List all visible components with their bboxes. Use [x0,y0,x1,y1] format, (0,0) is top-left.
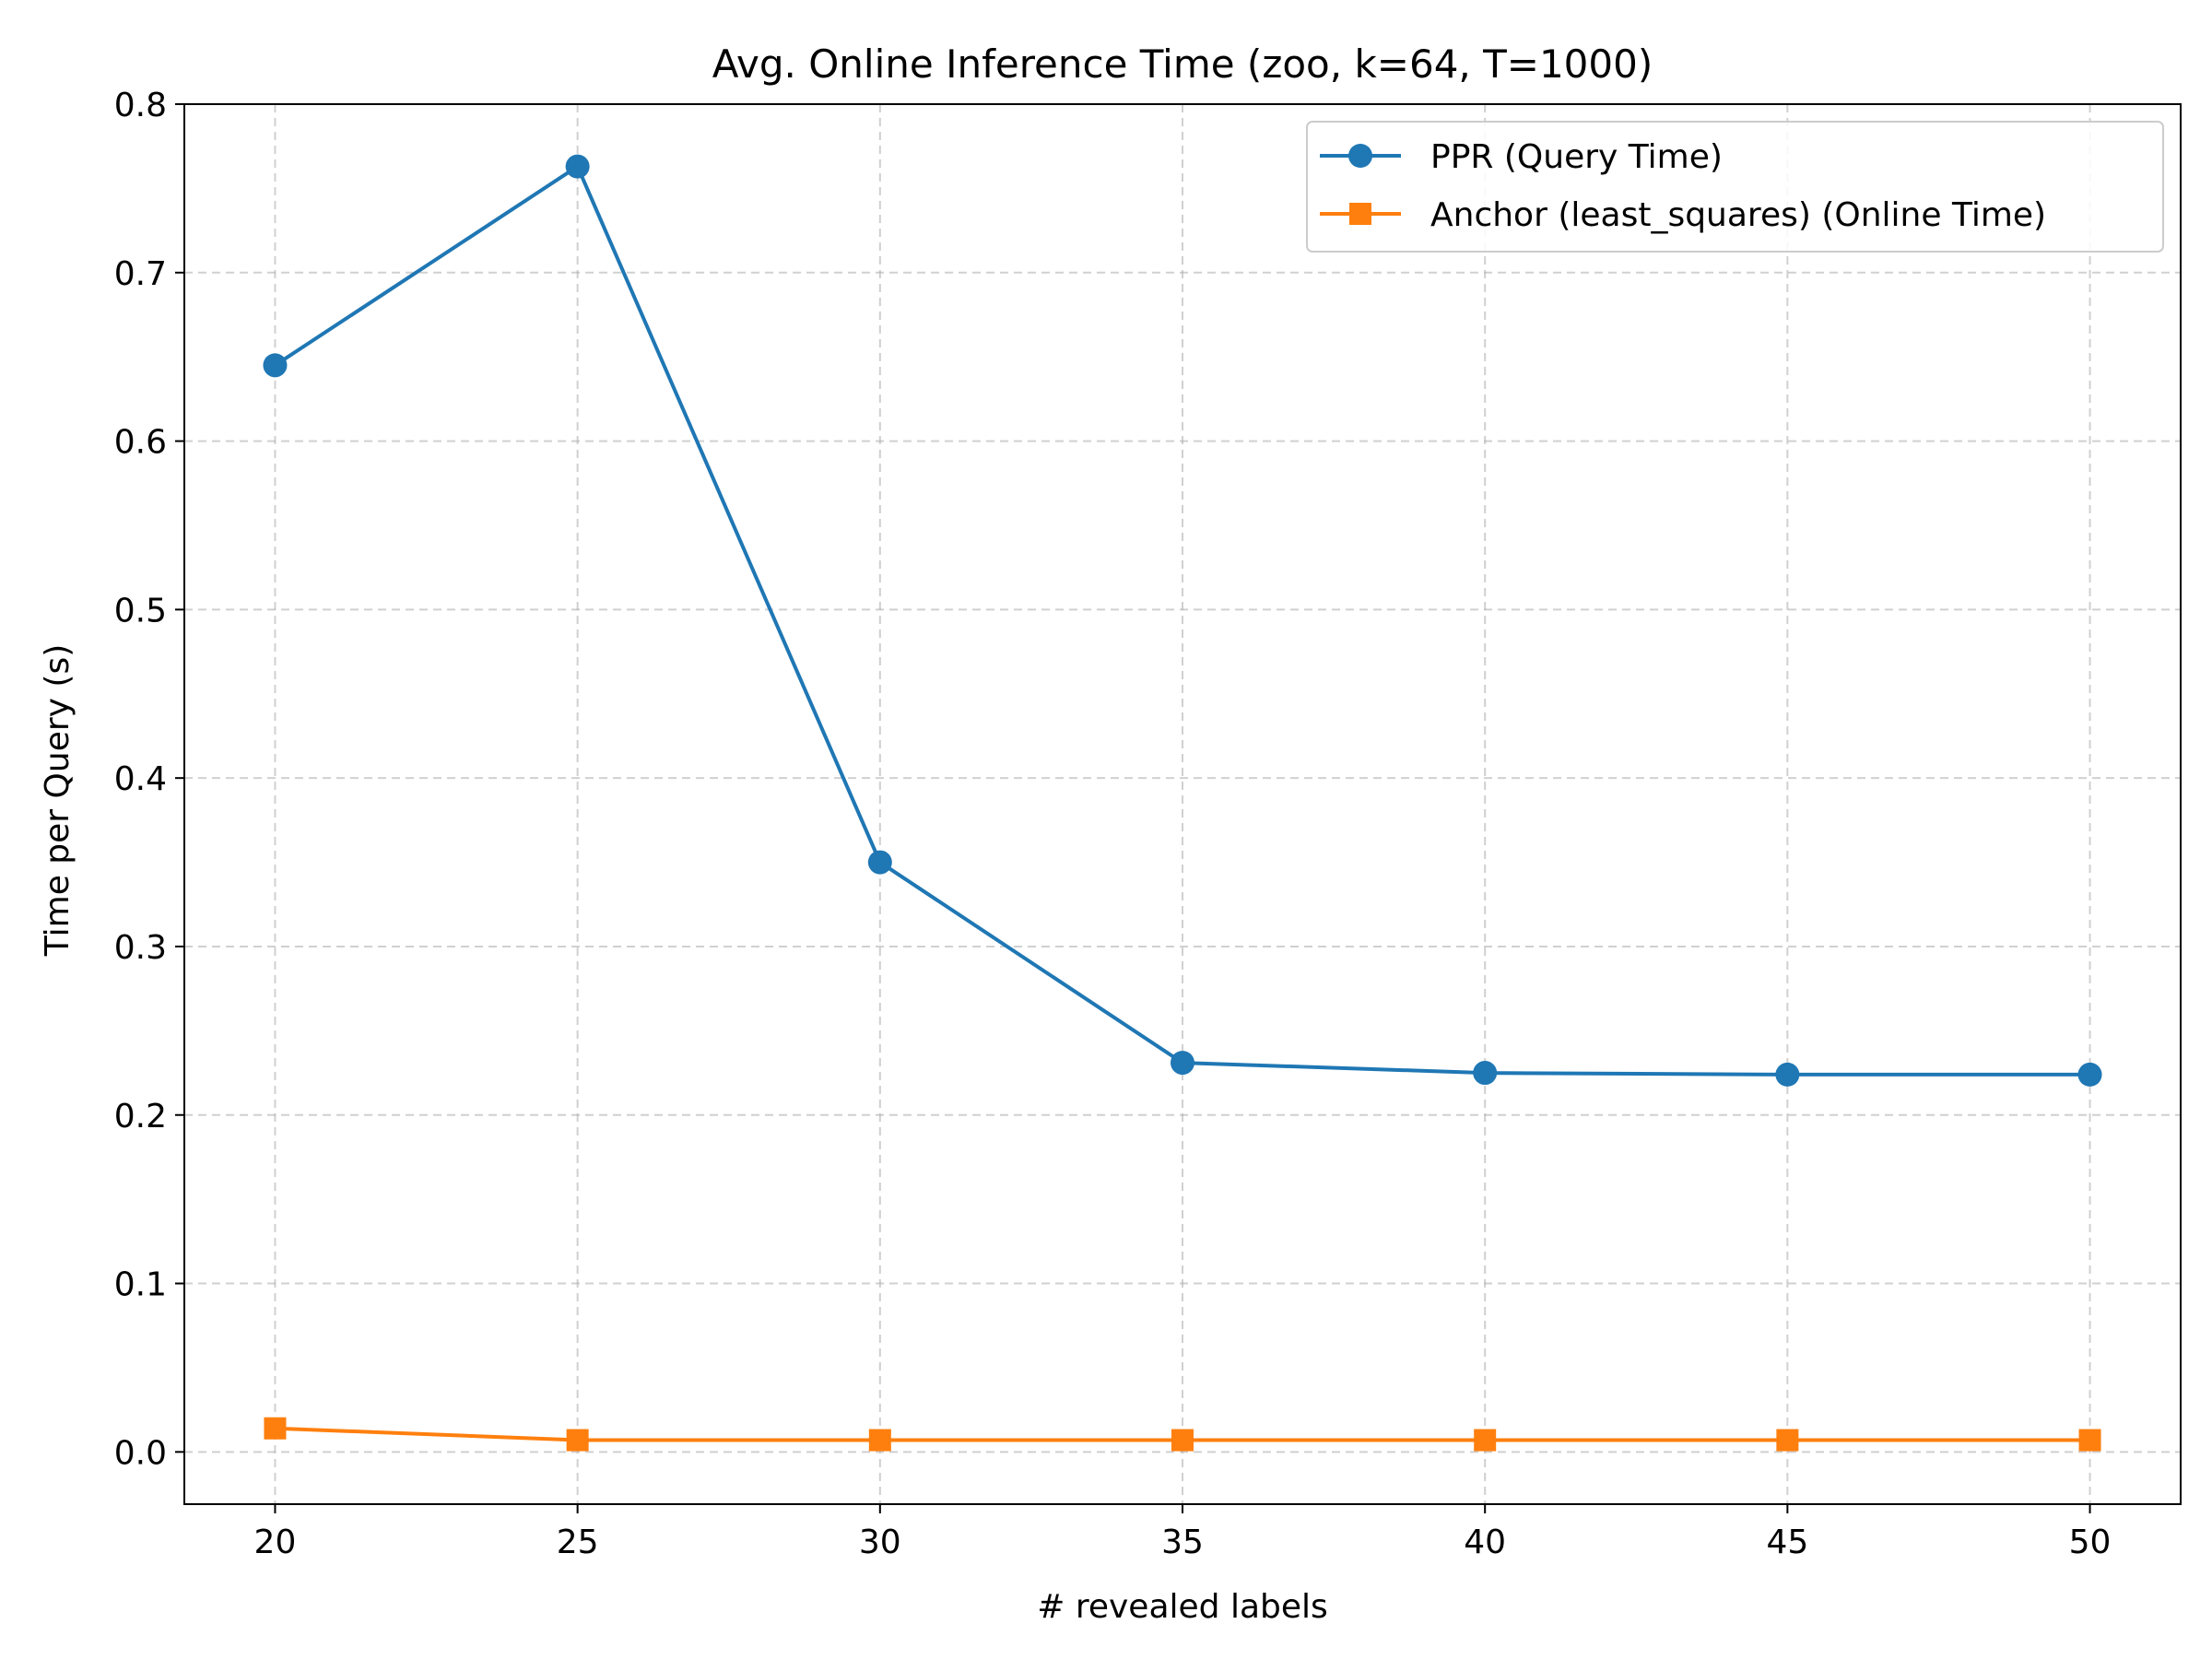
legend-entry: Anchor (least_squares) (Online Time) [1320,196,2046,234]
y-tick-label: 0.7 [114,255,167,293]
legend-label: Anchor (least_squares) (Online Time) [1430,196,2046,234]
y-tick-label: 0.1 [114,1266,167,1304]
legend-label: PPR (Query Time) [1430,138,1723,176]
y-tick-label: 0.0 [114,1434,167,1472]
data-point-marker [867,850,892,875]
chart-title: Avg. Online Inference Time (zoo, k=64, T… [712,41,1653,87]
y-tick-label: 0.5 [114,592,167,629]
legend-marker [1349,203,1371,225]
legend-box [1306,121,2164,253]
x-tick-label: 30 [859,1524,901,1561]
data-point-marker [1775,1062,1800,1087]
legend-entries: PPR (Query Time) Anchor (least_squares) (… [1320,138,2046,234]
legend-entry: PPR (Query Time) [1320,138,1723,176]
x-tick-label: 35 [1161,1524,1204,1561]
x-tick-label: 50 [2069,1524,2112,1561]
x-axis-label: # revealed labels [1037,1588,1328,1626]
y-tick-label: 0.3 [114,929,167,967]
y-tick-label: 0.8 [114,87,167,124]
data-point-marker [1474,1429,1497,1452]
data-point-marker [263,353,288,378]
y-tick-label: 0.4 [114,760,167,798]
data-point-marker [566,1429,589,1452]
data-point-marker [1776,1429,1799,1452]
series-group [263,154,2102,1087]
plot-series [263,154,2102,1452]
data-point-marker [565,154,590,179]
axis-ticks: 20 25 30 35 40 45 50 0.0 0.1 0.2 0.3 0.4 0.5 0.6 0.7 0.… [114,87,2112,1561]
x-tick-label: 45 [1766,1524,1808,1561]
data-point-marker [264,1417,287,1440]
legend: PPR (Query Time) Anchor (least_squares) (… [1306,121,2164,253]
data-point-marker [1171,1429,1194,1452]
data-point-marker [868,1429,891,1452]
x-tick-label: 40 [1464,1524,1506,1561]
data-point-marker [2078,1429,2101,1452]
x-tick-label: 20 [254,1524,297,1561]
data-point-marker [1473,1061,1498,1086]
y-axis-label: Time per Query (s) [39,644,76,957]
data-point-marker [1171,1051,1194,1076]
y-tick-label: 0.2 [114,1098,167,1135]
y-tick-label: 0.6 [114,424,167,462]
series-group [264,1417,2101,1452]
x-tick-label: 25 [557,1524,599,1561]
data-point-marker [2077,1062,2102,1087]
legend-marker [1348,144,1372,168]
